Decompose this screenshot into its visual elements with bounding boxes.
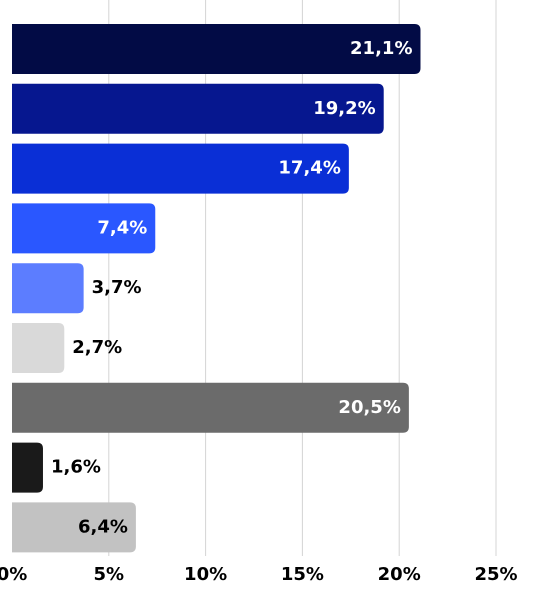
bar: [12, 382, 409, 433]
value-label: 7,4%: [97, 217, 147, 238]
bar: [12, 442, 43, 493]
value-label: 21,1%: [350, 38, 412, 59]
value-label: 19,2%: [313, 98, 375, 119]
value-label: 3,7%: [92, 277, 142, 298]
bar: [12, 143, 349, 194]
x-tick-label: 5%: [94, 564, 125, 585]
bar: [12, 24, 421, 74]
value-label: 6,4%: [78, 516, 128, 537]
bar: [12, 203, 156, 254]
value-label: 17,4%: [278, 158, 340, 179]
bar: [12, 263, 84, 314]
x-tick-label: 10%: [184, 564, 227, 585]
bar: [12, 83, 384, 134]
x-tick-label: 20%: [378, 564, 421, 585]
x-tick-label: 25%: [474, 564, 517, 585]
value-label: 1,6%: [51, 457, 101, 478]
value-label: 2,7%: [72, 337, 122, 358]
bar: [12, 323, 65, 373]
x-tick-label: 0%: [0, 564, 27, 585]
x-tick-label: 15%: [281, 564, 324, 585]
value-label: 20,5%: [338, 397, 400, 418]
bar: [12, 502, 136, 553]
